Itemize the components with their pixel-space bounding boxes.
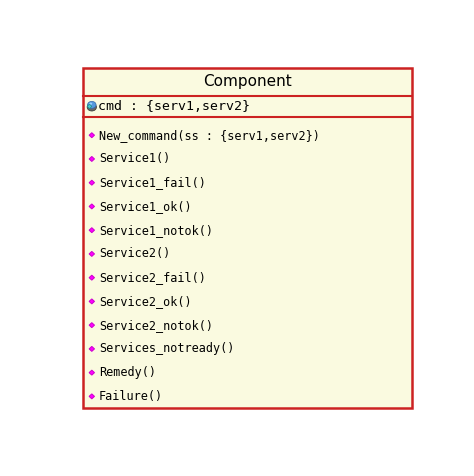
Polygon shape [89,394,94,399]
Bar [82,68,412,408]
Polygon shape [89,180,94,185]
Text: Component: Component [203,74,292,89]
Polygon shape [89,323,94,327]
Text: Failure(): Failure() [99,390,163,403]
Polygon shape [89,299,94,304]
Text: Service2_ok(): Service2_ok() [99,295,191,308]
Ellipse shape [87,103,96,111]
Polygon shape [89,228,94,233]
Text: Service2_fail(): Service2_fail() [99,271,206,284]
Text: cmd : {serv1,serv2}: cmd : {serv1,serv2} [98,100,250,113]
Text: Service1_notok(): Service1_notok() [99,224,213,237]
Ellipse shape [89,102,92,105]
Text: Remedy(): Remedy() [99,366,156,379]
Text: Service1_ok(): Service1_ok() [99,200,191,213]
Text: Service2(): Service2() [99,248,170,260]
Text: Services_notready(): Services_notready() [99,342,234,356]
Polygon shape [89,133,94,138]
Polygon shape [89,157,94,161]
Text: Service1_fail(): Service1_fail() [99,176,206,189]
Polygon shape [87,104,92,109]
Polygon shape [89,347,94,351]
Polygon shape [89,370,94,375]
Polygon shape [89,204,94,209]
Text: Service1(): Service1() [99,152,170,166]
Polygon shape [89,275,94,280]
Text: New_command(ss : {serv1,serv2}): New_command(ss : {serv1,serv2}) [99,129,319,142]
Polygon shape [89,251,94,257]
Text: Service2_notok(): Service2_notok() [99,318,213,332]
Ellipse shape [88,101,96,109]
